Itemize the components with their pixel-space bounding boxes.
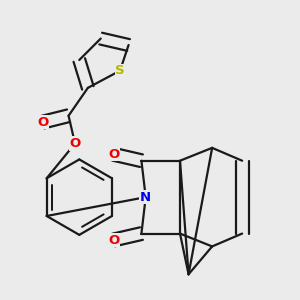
Text: O: O — [69, 137, 81, 150]
Text: O: O — [108, 148, 119, 161]
Text: S: S — [115, 64, 125, 77]
Text: O: O — [37, 116, 49, 129]
Text: O: O — [108, 233, 119, 247]
Text: N: N — [140, 190, 151, 204]
